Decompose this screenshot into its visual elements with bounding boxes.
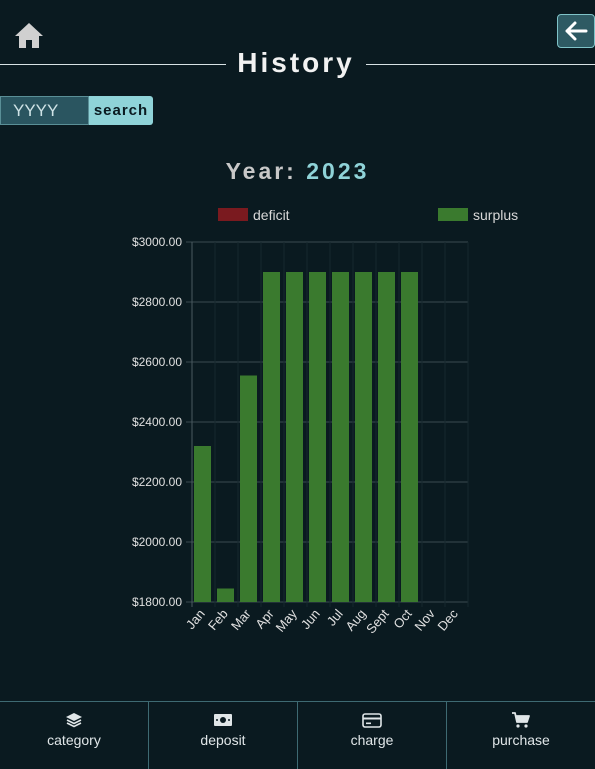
year-heading: Year: 2023	[0, 158, 595, 185]
home-icon	[15, 23, 43, 48]
page-title: History	[237, 47, 355, 78]
search-button[interactable]: search	[89, 96, 153, 125]
nav-label-category: category	[47, 732, 101, 748]
x-tick-label: Aug	[342, 606, 368, 633]
history-chart: deficit surplus $1800.00 $2000.00 $2200.00 $2…	[0, 195, 595, 645]
legend-label-surplus: surplus	[473, 207, 518, 223]
bar-jul	[332, 272, 349, 602]
nav-label-charge: charge	[350, 732, 394, 748]
nav-label-deposit: deposit	[200, 732, 246, 748]
x-tick-label: Apr	[252, 606, 277, 632]
x-tick-label: Sept	[363, 606, 392, 636]
layers-icon	[65, 711, 83, 729]
x-tick-label: Dec	[434, 606, 461, 634]
y-tick-label: $1800.00	[132, 595, 182, 609]
bar-feb	[217, 588, 234, 602]
bottom-nav: category deposit charge	[0, 701, 595, 769]
back-button[interactable]	[557, 14, 595, 48]
arrow-left-icon	[565, 21, 588, 41]
bar-chart: deficit surplus $1800.00 $2000.00 $2200.00 $2…	[132, 207, 518, 636]
x-tick-label: Jun	[298, 606, 323, 632]
year-value: 2023	[306, 158, 370, 184]
y-tick-label: $2600.00	[132, 355, 182, 369]
x-tick-label: Feb	[205, 606, 231, 633]
bar-apr	[263, 272, 280, 602]
y-tick-label: $3000.00	[132, 235, 182, 249]
year-label: Year:	[225, 158, 297, 184]
title-divider-right	[366, 64, 595, 65]
bar-aug	[355, 272, 372, 602]
credit-card-icon	[362, 711, 382, 729]
home-button[interactable]	[10, 18, 48, 52]
bar-may	[286, 272, 303, 602]
title-divider-left	[0, 64, 226, 65]
nav-item-charge[interactable]: charge	[298, 702, 447, 769]
x-tick-label: Jan	[183, 606, 208, 632]
bar-oct	[401, 272, 418, 602]
x-tick-label: Oct	[390, 606, 415, 631]
x-tick-label: Nov	[411, 606, 438, 634]
year-search-form: search	[0, 96, 153, 125]
x-tick-label: Mar	[228, 606, 254, 633]
nav-label-purchase: purchase	[492, 732, 550, 748]
bar-mar	[240, 375, 257, 602]
bar-jan	[194, 446, 211, 602]
bar-sept	[378, 272, 395, 602]
nav-item-deposit[interactable]: deposit	[149, 702, 298, 769]
x-tick-label: May	[273, 606, 301, 635]
y-tick-label: $2200.00	[132, 475, 182, 489]
y-tick-label: $2000.00	[132, 535, 182, 549]
bar-jun	[309, 272, 326, 602]
nav-item-purchase[interactable]: purchase	[447, 702, 595, 769]
year-input[interactable]	[0, 96, 89, 125]
legend-swatch-deficit	[218, 208, 248, 221]
legend-label-deficit: deficit	[253, 207, 290, 223]
nav-item-category[interactable]: category	[0, 702, 149, 769]
cash-icon	[213, 711, 233, 729]
y-tick-label: $2800.00	[132, 295, 182, 309]
legend-swatch-surplus	[438, 208, 468, 221]
cart-icon	[511, 711, 531, 729]
y-tick-label: $2400.00	[132, 415, 182, 429]
